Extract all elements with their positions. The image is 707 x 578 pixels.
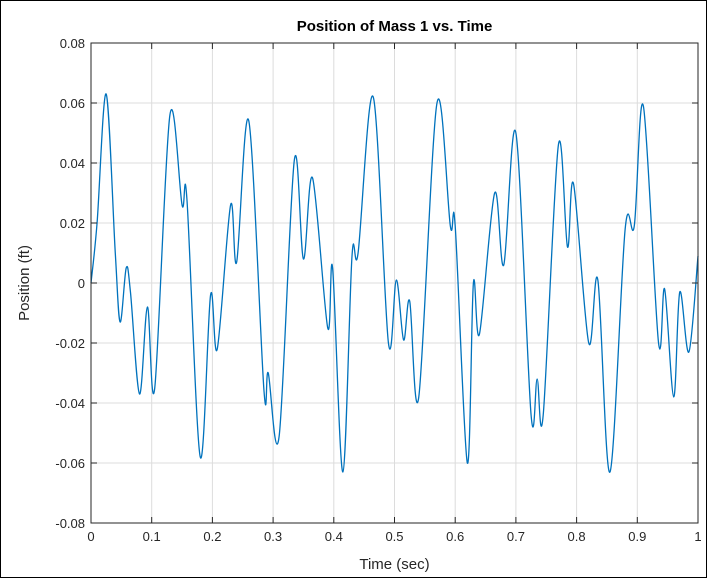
x-tick-label: 0.4 xyxy=(325,529,343,544)
x-tick-label: 0.3 xyxy=(264,529,282,544)
x-tick-label: 0.8 xyxy=(568,529,586,544)
x-tick-label: 0.6 xyxy=(446,529,464,544)
axis-ticks: 0 0.1 0.2 0.3 0.4 0.5 0.6 0.7 0.8 0.9 1 -0.08 -0.06 -… xyxy=(55,36,701,544)
x-tick-label: 0.9 xyxy=(628,529,646,544)
x-tick-label: 0.1 xyxy=(143,529,161,544)
y-tick-label: 0.06 xyxy=(60,96,85,111)
series-layer xyxy=(90,93,699,473)
y-axis-title: Position (ft) xyxy=(16,245,33,321)
x-axis-title: Time (sec) xyxy=(359,556,429,573)
x-tick-label: 0.5 xyxy=(385,529,403,544)
y-tick-label: 0 xyxy=(78,276,85,291)
y-tick-label: 0.02 xyxy=(60,216,85,231)
y-tick-label: -0.06 xyxy=(55,456,85,471)
x-tick-label: 0.7 xyxy=(507,529,525,544)
y-tick-label: 0.04 xyxy=(60,156,85,171)
y-tick-label: -0.08 xyxy=(55,516,85,531)
y-tick-label: -0.04 xyxy=(55,396,85,411)
y-tick-label: 0.08 xyxy=(60,36,85,51)
series-line-mass-1 xyxy=(90,93,699,473)
x-tick-label: 0 xyxy=(87,529,94,544)
x-tick-label: 1 xyxy=(694,529,701,544)
chart-title: Position of Mass 1 vs. Time xyxy=(297,18,493,35)
x-tick-label: 0.2 xyxy=(203,529,221,544)
y-tick-label: -0.02 xyxy=(55,336,85,351)
